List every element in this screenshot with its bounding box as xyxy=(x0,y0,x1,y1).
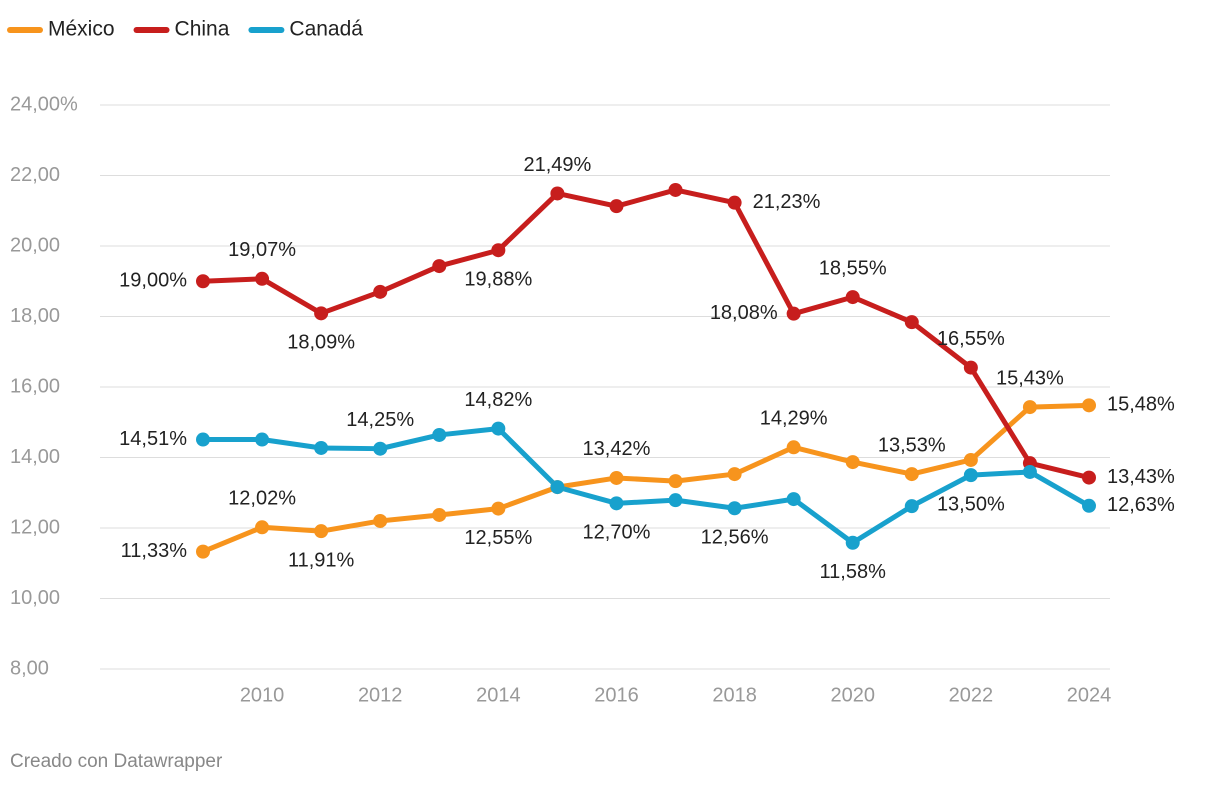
point xyxy=(255,271,270,286)
y-tick-label: 18,00 xyxy=(10,305,60,327)
point xyxy=(550,480,565,495)
x-tick-label: 2012 xyxy=(358,684,403,706)
value-label: 12,56% xyxy=(701,527,769,549)
point xyxy=(1022,464,1037,479)
value-label: 16,55% xyxy=(937,328,1005,350)
point xyxy=(314,524,329,539)
point xyxy=(196,274,210,289)
value-label: 19,00% xyxy=(119,270,187,292)
point xyxy=(432,507,447,522)
value-label: 19,07% xyxy=(228,239,296,261)
point xyxy=(1082,470,1096,485)
point xyxy=(373,513,388,528)
x-tick-label: 2022 xyxy=(949,684,994,706)
value-label: 12,02% xyxy=(228,488,296,510)
value-label: 18,08% xyxy=(710,302,778,324)
value-label: 19,88% xyxy=(464,269,532,291)
legend-label: China xyxy=(175,18,230,41)
point xyxy=(196,432,210,447)
point xyxy=(727,467,742,482)
point xyxy=(491,243,506,258)
point xyxy=(196,544,210,559)
y-tick-label: 12,00 xyxy=(10,516,60,538)
point xyxy=(373,284,388,299)
value-label: 11,91% xyxy=(288,549,355,571)
y-tick-label: 16,00 xyxy=(10,375,60,397)
point xyxy=(786,492,801,507)
value-label: 12,55% xyxy=(464,527,532,549)
point xyxy=(550,186,565,201)
value-label: 13,50% xyxy=(937,493,1005,515)
value-label: 14,25% xyxy=(346,409,414,431)
point xyxy=(845,455,860,470)
value-label: 14,82% xyxy=(464,389,532,411)
y-tick-label: 22,00 xyxy=(10,164,60,186)
legend-label: Canadá xyxy=(289,18,363,41)
x-tick-label: 2024 xyxy=(1067,684,1112,706)
point xyxy=(491,501,506,516)
point xyxy=(963,360,978,375)
y-tick-label: 8,00 xyxy=(10,657,49,679)
point xyxy=(1022,400,1037,415)
point xyxy=(491,421,506,436)
point xyxy=(904,499,919,514)
y-tick-label: 20,00 xyxy=(10,234,60,256)
point xyxy=(255,432,270,447)
y-tick-label: 24,00% xyxy=(10,93,78,115)
point xyxy=(904,467,919,482)
point xyxy=(845,535,860,550)
series-line xyxy=(203,426,1091,546)
point xyxy=(963,468,978,483)
point xyxy=(668,182,683,197)
value-label: 13,42% xyxy=(583,438,651,460)
point xyxy=(1082,398,1096,413)
value-label: 14,29% xyxy=(760,408,828,430)
point xyxy=(609,496,624,511)
point xyxy=(432,427,447,442)
point xyxy=(904,315,919,330)
x-tick-label: 2018 xyxy=(712,684,757,706)
x-tick-label: 2010 xyxy=(240,684,285,706)
value-label: 11,58% xyxy=(820,561,887,583)
value-label: 13,43% xyxy=(1107,466,1175,488)
y-tick-label: 10,00 xyxy=(10,587,60,609)
point xyxy=(314,306,329,321)
y-tick-label: 14,00 xyxy=(10,446,60,468)
series-line xyxy=(202,187,1090,481)
point xyxy=(432,259,447,274)
x-tick-label: 2016 xyxy=(594,684,639,706)
point xyxy=(1082,498,1096,513)
value-label: 13,53% xyxy=(878,434,946,456)
series-line xyxy=(202,402,1090,554)
point xyxy=(668,474,683,489)
point xyxy=(314,440,329,455)
value-label: 21,49% xyxy=(523,154,591,176)
point xyxy=(786,440,801,455)
x-tick-label: 2020 xyxy=(830,684,875,706)
value-label: 21,23% xyxy=(753,191,821,213)
point xyxy=(609,199,624,214)
value-label: 11,33% xyxy=(121,540,188,562)
value-label: 14,51% xyxy=(119,428,187,450)
point xyxy=(727,501,742,516)
point xyxy=(786,306,801,321)
point xyxy=(373,441,388,456)
point xyxy=(255,520,270,535)
point xyxy=(609,470,624,485)
value-label: 15,48% xyxy=(1107,394,1175,416)
source: Creado con Datawrapper xyxy=(10,751,223,772)
point xyxy=(963,452,978,467)
value-label: 12,63% xyxy=(1107,494,1175,516)
value-label: 15,43% xyxy=(996,367,1064,389)
point xyxy=(845,290,860,305)
point xyxy=(727,195,742,210)
value-label: 12,70% xyxy=(583,522,651,544)
x-tick-label: 2014 xyxy=(476,684,521,706)
legend-label: México xyxy=(48,18,115,41)
point xyxy=(668,493,683,508)
value-label: 18,09% xyxy=(287,332,355,354)
value-label: 18,55% xyxy=(819,257,887,279)
